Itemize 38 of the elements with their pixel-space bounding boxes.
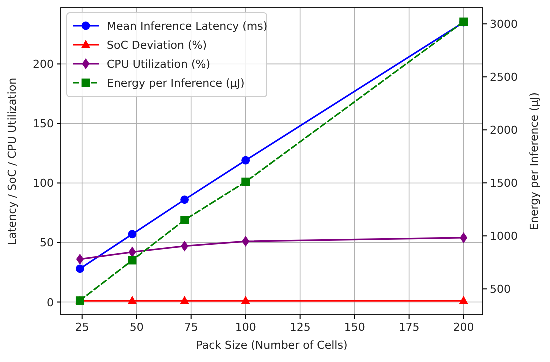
y2-axis-title: Energy per Inference (µJ) bbox=[528, 92, 541, 230]
legend-label: SoC Deviation (%) bbox=[107, 39, 208, 52]
x-tick-label: 75 bbox=[184, 321, 198, 334]
legend-label: Mean Inference Latency (ms) bbox=[107, 20, 268, 33]
point bbox=[459, 296, 468, 304]
x-tick-label: 175 bbox=[398, 321, 420, 334]
y-tick-label: 100 bbox=[33, 177, 54, 190]
legend-label: CPU Utilization (%) bbox=[107, 58, 211, 71]
x-axis-title: Pack Size (Number of Cells) bbox=[196, 339, 348, 352]
point bbox=[76, 264, 84, 274]
y2-tick-label: 1500 bbox=[490, 177, 518, 190]
point bbox=[460, 232, 468, 244]
point bbox=[242, 178, 250, 186]
y-tick-label: 150 bbox=[33, 118, 54, 131]
point bbox=[128, 296, 138, 304]
point bbox=[180, 296, 190, 304]
point bbox=[128, 230, 137, 239]
y2-tick-label: 1000 bbox=[490, 230, 518, 244]
y-tick-label: 50 bbox=[40, 236, 54, 250]
y-tick-label: 0 bbox=[47, 296, 54, 310]
y-tick-label: 200 bbox=[33, 58, 54, 72]
x-tick-label: 150 bbox=[344, 321, 366, 334]
y2-tick-label: 3000 bbox=[490, 18, 518, 32]
y2-tick-label: 2000 bbox=[490, 124, 518, 138]
x-tick-label: 25 bbox=[75, 321, 90, 334]
point bbox=[241, 296, 250, 304]
point bbox=[180, 196, 190, 204]
point bbox=[242, 156, 250, 165]
y2-tick-label: 2500 bbox=[490, 71, 518, 84]
y-axis-title: Latency / SoC / CPU Utilization bbox=[6, 78, 19, 246]
legend-label: Energy per Inference (µJ) bbox=[107, 77, 245, 90]
point bbox=[180, 216, 190, 224]
x-tick-label: 200 bbox=[453, 321, 474, 334]
y2-tick-label: 500 bbox=[490, 283, 511, 296]
x-tick-label: 50 bbox=[130, 321, 144, 334]
x-tick-label: 125 bbox=[290, 321, 311, 334]
x-tick-label: 100 bbox=[235, 321, 256, 334]
point bbox=[128, 256, 137, 265]
